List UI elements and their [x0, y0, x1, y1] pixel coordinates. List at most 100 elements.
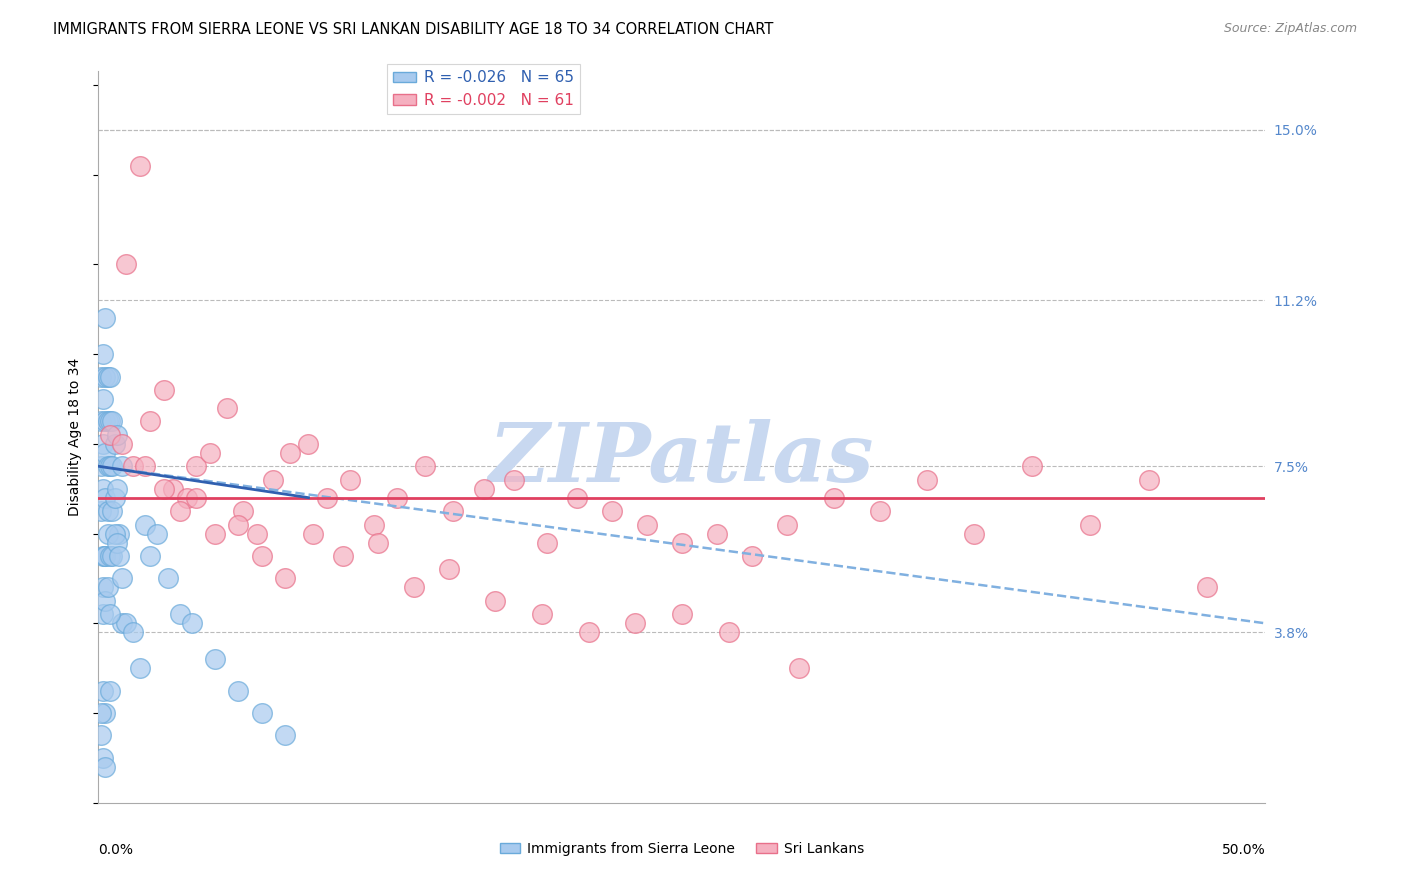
Point — [1021, 459, 1043, 474]
Point — [787, 661, 810, 675]
Point — [111, 571, 134, 585]
Point — [484, 594, 506, 608]
Point — [98, 459, 121, 474]
Point — [122, 459, 145, 474]
Legend: Immigrants from Sierra Leone, Sri Lankans: Immigrants from Sierra Leone, Sri Lankan… — [494, 837, 870, 862]
Point — [91, 482, 114, 496]
Point — [91, 392, 114, 406]
Point — [869, 504, 891, 518]
Point — [186, 491, 208, 505]
Point — [90, 706, 112, 720]
Point — [565, 491, 588, 505]
Point — [441, 504, 464, 518]
Point — [104, 491, 127, 505]
Point — [115, 257, 138, 271]
Point — [90, 504, 112, 518]
Text: Source: ZipAtlas.com: Source: ZipAtlas.com — [1223, 22, 1357, 36]
Point — [823, 491, 845, 505]
Point — [91, 347, 114, 361]
Point — [169, 607, 191, 622]
Point — [962, 526, 984, 541]
Point — [152, 482, 174, 496]
Point — [228, 517, 250, 532]
Point — [101, 549, 124, 563]
Point — [91, 581, 114, 595]
Point — [1195, 581, 1218, 595]
Point — [316, 491, 339, 505]
Point — [105, 535, 128, 549]
Point — [129, 661, 152, 675]
Point — [180, 616, 202, 631]
Point — [98, 369, 121, 384]
Point — [250, 549, 273, 563]
Text: ZIPatlas: ZIPatlas — [489, 419, 875, 499]
Point — [90, 459, 112, 474]
Point — [578, 625, 600, 640]
Point — [94, 369, 117, 384]
Point — [91, 751, 114, 765]
Point — [717, 625, 740, 640]
Point — [385, 491, 408, 505]
Point — [776, 517, 799, 532]
Point — [98, 683, 121, 698]
Point — [157, 571, 180, 585]
Text: 0.0%: 0.0% — [98, 843, 134, 857]
Point — [472, 482, 495, 496]
Point — [162, 482, 184, 496]
Point — [706, 526, 728, 541]
Point — [502, 473, 524, 487]
Point — [97, 459, 120, 474]
Point — [91, 607, 114, 622]
Point — [274, 729, 297, 743]
Point — [94, 549, 117, 563]
Point — [97, 526, 120, 541]
Point — [94, 549, 117, 563]
Point — [232, 504, 254, 518]
Point — [104, 526, 127, 541]
Point — [204, 652, 226, 666]
Point — [97, 504, 120, 518]
Point — [339, 473, 361, 487]
Point — [101, 459, 124, 474]
Point — [98, 427, 121, 442]
Point — [111, 437, 134, 451]
Point — [204, 526, 226, 541]
Point — [90, 414, 112, 428]
Point — [108, 549, 131, 563]
Point — [101, 414, 124, 428]
Point — [94, 706, 117, 720]
Point — [115, 616, 138, 631]
Point — [111, 616, 134, 631]
Point — [536, 535, 558, 549]
Point — [215, 401, 238, 415]
Point — [91, 683, 114, 698]
Point — [741, 549, 763, 563]
Point — [105, 482, 128, 496]
Point — [671, 535, 693, 549]
Point — [134, 517, 156, 532]
Point — [413, 459, 436, 474]
Point — [200, 446, 222, 460]
Point — [363, 517, 385, 532]
Point — [624, 616, 647, 631]
Point — [250, 706, 273, 720]
Point — [94, 446, 117, 460]
Point — [302, 526, 325, 541]
Point — [129, 159, 152, 173]
Point — [146, 526, 169, 541]
Point — [139, 549, 162, 563]
Point — [274, 571, 297, 585]
Point — [297, 437, 319, 451]
Point — [97, 414, 120, 428]
Point — [530, 607, 553, 622]
Point — [134, 459, 156, 474]
Point — [97, 369, 120, 384]
Point — [332, 549, 354, 563]
Point — [186, 459, 208, 474]
Point — [176, 491, 198, 505]
Point — [278, 446, 301, 460]
Point — [94, 491, 117, 505]
Point — [101, 504, 124, 518]
Point — [90, 729, 112, 743]
Text: 50.0%: 50.0% — [1222, 843, 1265, 857]
